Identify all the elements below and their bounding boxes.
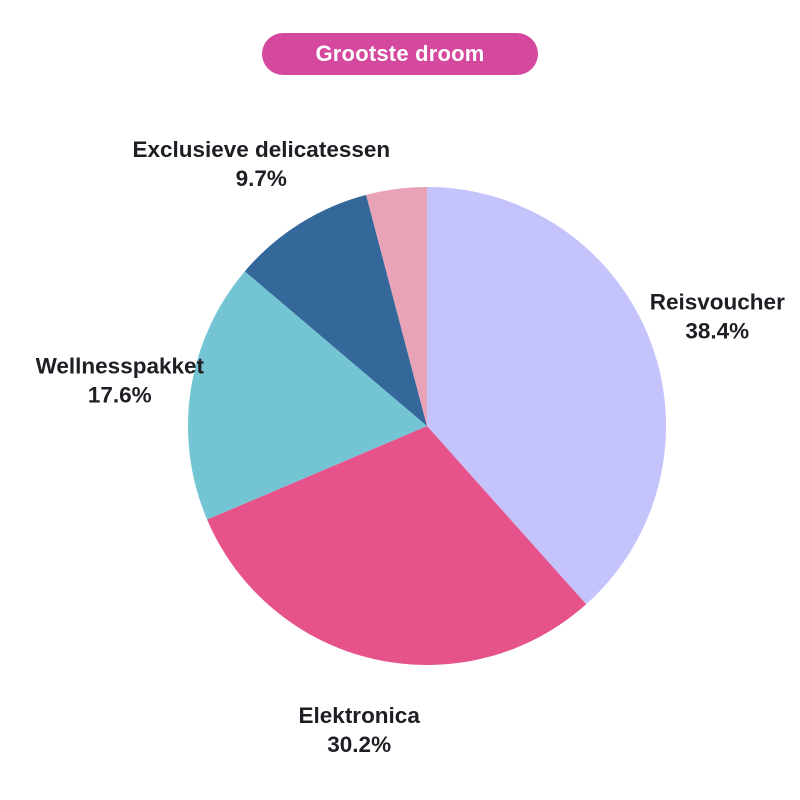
slice-label-pct: 38.4%	[685, 318, 749, 343]
slice-label-pct: 30.2%	[327, 732, 391, 757]
slice-label-pct: 9.7%	[236, 166, 287, 191]
chart-title-badge: Grootste droom	[262, 33, 538, 75]
pie-slice-exclusieve-delicatessen	[244, 194, 427, 426]
slice-label-name: Elektronica	[299, 703, 421, 728]
slice-label-pct: 17.6%	[88, 382, 152, 407]
slice-label-name: Wellnesspakket	[36, 353, 205, 378]
pie-slice-unlabeled	[366, 187, 427, 426]
slice-label-name: Exclusieve delicatessen	[132, 137, 390, 162]
pie-slice-elektronica	[207, 426, 587, 666]
chart-title: Grootste droom	[315, 41, 485, 66]
slice-label-name: Reisvoucher	[650, 289, 785, 314]
pie-slice-wellnesspakket	[187, 271, 427, 520]
pie-slice-reisvoucher	[427, 186, 667, 605]
